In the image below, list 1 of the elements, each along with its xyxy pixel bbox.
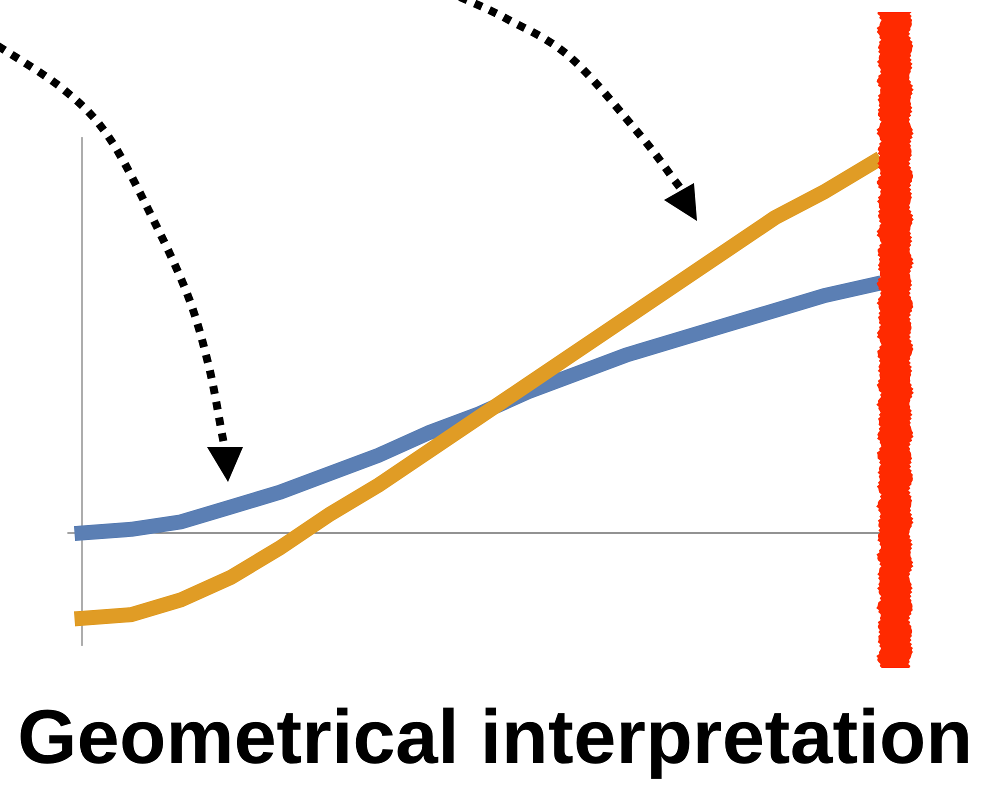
text: Geometrical interpretation xyxy=(20,708,968,779)
